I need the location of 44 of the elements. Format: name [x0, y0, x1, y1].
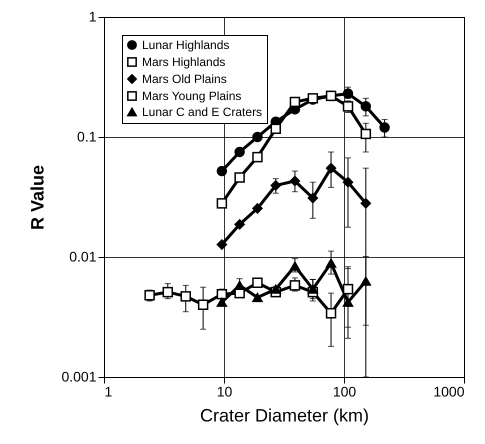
- point: [252, 203, 263, 214]
- point: [216, 198, 228, 209]
- y-tick-label: 0.001: [61, 368, 97, 384]
- point: [234, 172, 245, 183]
- point: [326, 258, 336, 268]
- point: [290, 176, 300, 186]
- point: [360, 101, 372, 112]
- y-axis-title: R Value: [27, 164, 48, 230]
- point: [270, 124, 281, 134]
- y-tick-label: 0.1: [77, 128, 97, 144]
- point: [234, 280, 245, 290]
- legend-label: Mars Old Plains: [142, 72, 227, 86]
- point: [252, 132, 263, 142]
- point: [270, 284, 281, 294]
- point: [308, 284, 318, 294]
- point: [216, 239, 228, 250]
- legend-label: Lunar C and E Craters: [142, 105, 262, 119]
- point: [234, 219, 245, 230]
- point: [216, 166, 228, 176]
- x-tick-label: 1: [104, 384, 112, 400]
- x-tick-label: 100: [332, 384, 356, 400]
- x-axis-title: Crater Diameter (km): [200, 406, 370, 426]
- point: [342, 176, 354, 188]
- point: [360, 198, 372, 209]
- legend-label: Mars Young Plains: [142, 89, 242, 103]
- legend-label: Mars Highlands: [142, 55, 226, 69]
- y-tick-label: 0.01: [69, 248, 97, 264]
- point: [379, 122, 390, 133]
- point: [326, 162, 336, 174]
- legend-label: Lunar Highlands: [142, 38, 230, 52]
- point: [360, 128, 372, 140]
- point: [216, 298, 228, 307]
- x-tick-label: 1000: [433, 384, 465, 400]
- x-tick-label: 10: [216, 384, 232, 400]
- point: [342, 298, 354, 307]
- point: [308, 192, 318, 204]
- point: [234, 146, 245, 158]
- point: [360, 276, 372, 286]
- point: [290, 96, 300, 108]
- y-tick-label: 1: [88, 8, 97, 24]
- point: [252, 292, 263, 302]
- point: [270, 180, 281, 191]
- point: [252, 152, 263, 162]
- point: [290, 261, 300, 271]
